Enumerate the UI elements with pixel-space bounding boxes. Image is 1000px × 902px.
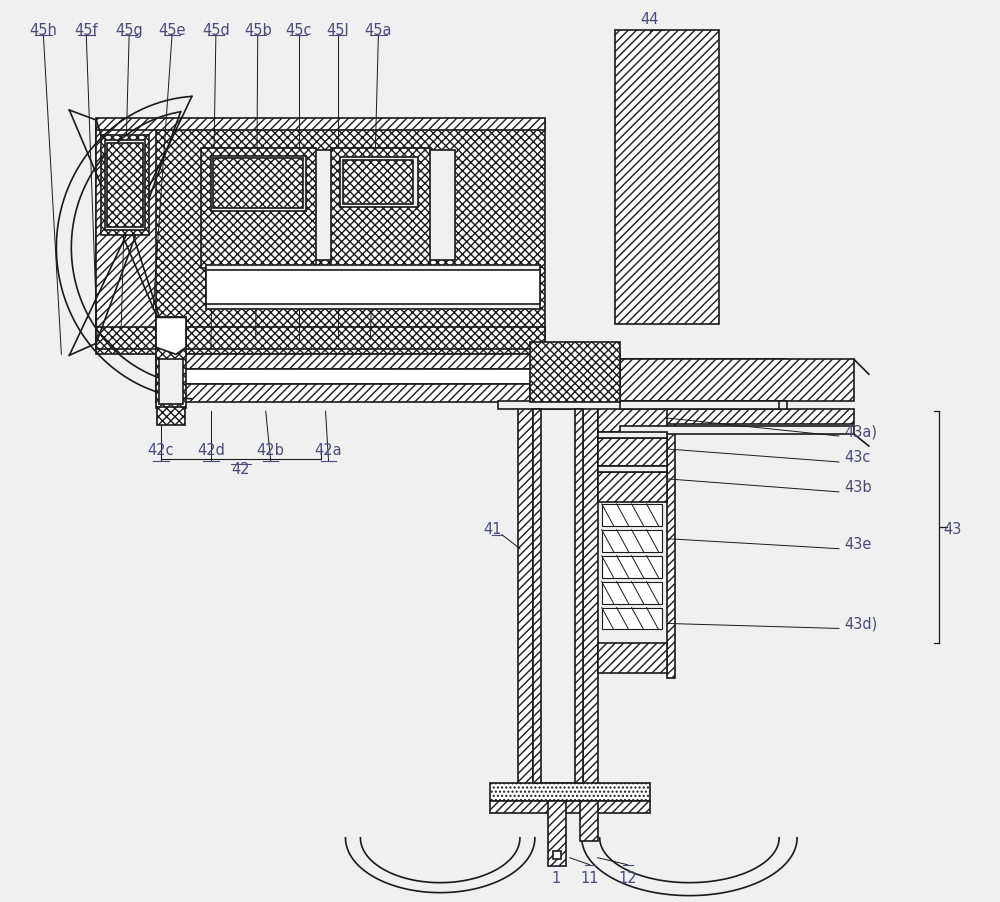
Text: 42a: 42a [315,442,342,457]
Text: 43e: 43e [844,537,871,552]
Bar [96,328,545,350]
Text: 43: 43 [944,521,962,537]
Bar [518,405,598,788]
Bar [206,151,455,261]
Polygon shape [156,318,186,354]
Bar [206,271,540,305]
Bar [96,129,156,343]
Bar [602,530,662,552]
Bar [159,360,183,405]
Bar [107,143,143,227]
Bar [598,405,667,433]
Bar [211,157,306,211]
Bar [667,400,675,678]
Bar [620,401,779,410]
Bar [340,158,418,207]
Bar [533,410,541,783]
Text: 12: 12 [618,870,637,885]
Bar [598,433,667,438]
Bar [620,427,854,435]
Bar [602,582,662,603]
Bar [156,354,620,370]
Bar [96,121,545,354]
Text: 45c: 45c [285,23,312,38]
Bar [620,360,854,401]
Text: 45e: 45e [158,23,186,38]
Bar [490,783,650,801]
Text: 11: 11 [580,870,599,885]
Bar [105,141,145,230]
Bar [553,851,561,859]
Text: 43a): 43a) [844,424,877,439]
Text: 45f: 45f [74,23,98,38]
Bar [620,410,854,425]
Bar [548,801,566,866]
Text: 45d: 45d [202,23,230,38]
Bar [156,318,186,348]
Bar [533,410,583,783]
Text: 45a: 45a [365,23,392,38]
Bar [498,360,787,401]
Bar [201,149,316,268]
Text: 42: 42 [231,462,250,477]
Bar [602,504,662,526]
Text: 45l: 45l [326,23,349,38]
Text: 41: 41 [483,521,502,537]
Bar [156,385,530,402]
Text: 44: 44 [640,12,659,27]
Text: 45b: 45b [244,23,272,38]
Text: 42b: 42b [257,442,285,457]
Bar [615,32,719,325]
Bar [530,343,620,402]
Text: 42c: 42c [148,442,174,457]
Text: 42d: 42d [197,442,225,457]
Bar [206,265,540,310]
Text: 45g: 45g [115,23,143,38]
Bar [331,149,430,268]
Bar [498,401,787,410]
Bar [602,556,662,578]
Bar [101,136,149,235]
Text: 43b: 43b [844,480,872,495]
Bar [602,608,662,630]
Bar [96,119,545,131]
Text: 1: 1 [551,870,560,885]
Text: 45h: 45h [29,23,57,38]
Text: 43d): 43d) [844,616,877,631]
Bar [156,370,620,385]
Bar [343,161,413,205]
Bar [598,438,667,466]
Bar [490,801,650,813]
Bar [156,347,186,409]
Bar [580,801,598,841]
Bar [598,473,667,502]
Text: 43c: 43c [844,450,870,465]
Bar [598,644,667,674]
Bar [213,159,303,208]
Bar [157,408,185,426]
Bar [575,410,583,783]
Bar [598,466,667,473]
